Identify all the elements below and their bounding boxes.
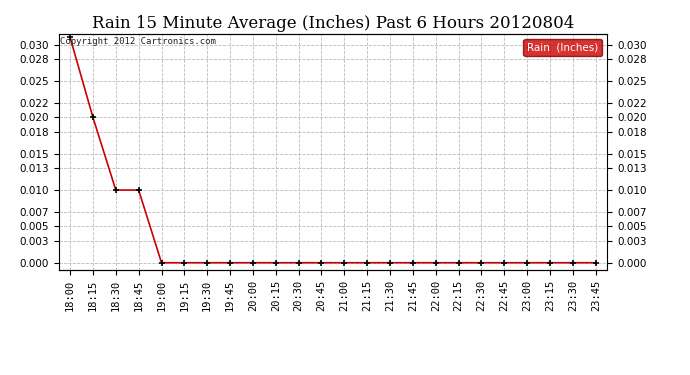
Legend: Rain  (Inches): Rain (Inches) [524, 39, 602, 56]
Text: Copyright 2012 Cartronics.com: Copyright 2012 Cartronics.com [60, 37, 215, 46]
Title: Rain 15 Minute Average (Inches) Past 6 Hours 20120804: Rain 15 Minute Average (Inches) Past 6 H… [92, 15, 574, 32]
